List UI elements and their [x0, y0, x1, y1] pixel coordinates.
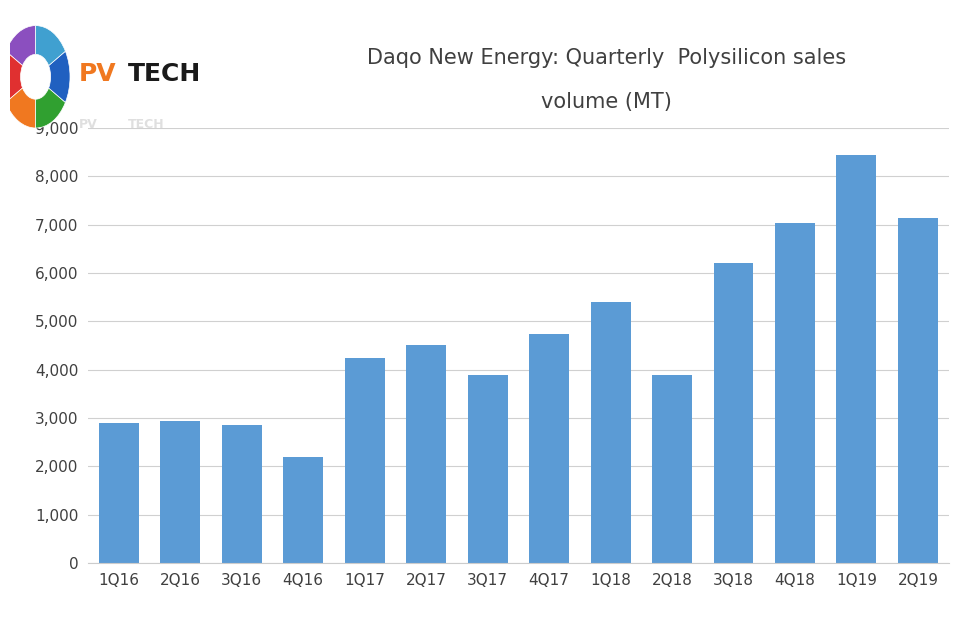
Wedge shape	[6, 26, 35, 65]
Wedge shape	[35, 26, 65, 65]
Text: TECH: TECH	[128, 118, 164, 131]
Bar	[897, 218, 937, 563]
Bar	[590, 302, 630, 563]
Bar	[283, 457, 322, 563]
Bar	[160, 420, 200, 563]
Text: Daqo New Energy: Quarterly  Polysilicon sales: Daqo New Energy: Quarterly Polysilicon s…	[366, 47, 845, 68]
Bar	[713, 264, 752, 563]
Wedge shape	[6, 88, 35, 128]
Bar	[835, 155, 875, 563]
Text: PV: PV	[78, 118, 98, 131]
Bar	[405, 344, 446, 563]
Bar	[99, 423, 139, 563]
Bar	[652, 374, 692, 563]
Bar	[774, 223, 814, 563]
Wedge shape	[35, 88, 65, 128]
Text: PV: PV	[78, 61, 116, 86]
Text: volume (MT): volume (MT)	[540, 92, 671, 113]
Wedge shape	[49, 51, 70, 102]
Bar	[467, 374, 507, 563]
Bar	[344, 358, 384, 563]
Wedge shape	[1, 51, 22, 102]
Bar	[222, 426, 262, 563]
Bar	[529, 335, 569, 563]
Text: TECH: TECH	[128, 61, 201, 86]
